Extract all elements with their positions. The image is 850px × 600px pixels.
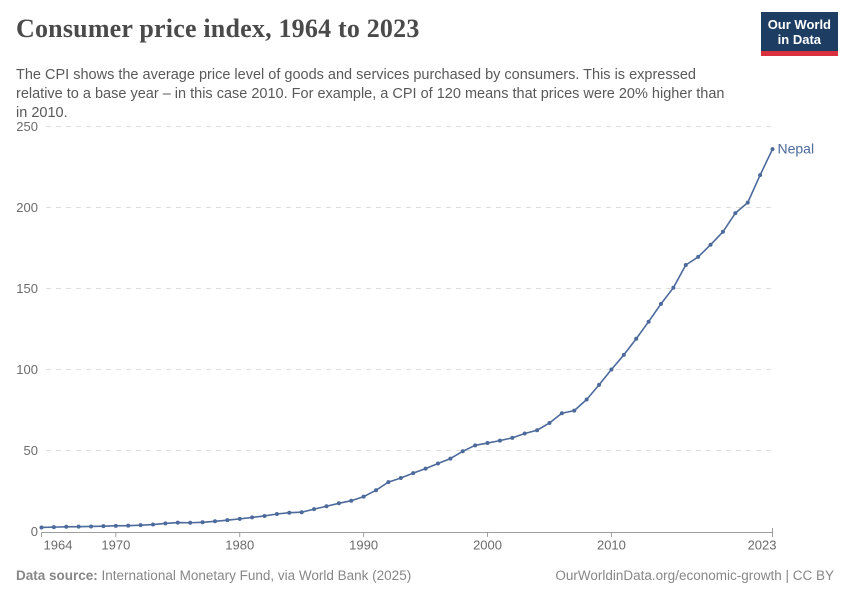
data-point-nepal-2018[interactable] bbox=[708, 242, 713, 247]
subtitle-line-1: The CPI shows the average price level of… bbox=[16, 67, 696, 83]
data-point-nepal-2011[interactable] bbox=[621, 352, 626, 357]
data-point-nepal-1976[interactable] bbox=[188, 520, 193, 525]
data-point-nepal-1995[interactable] bbox=[423, 466, 428, 471]
data-point-nepal-1965[interactable] bbox=[51, 525, 56, 530]
data-point-nepal-2002[interactable] bbox=[510, 435, 515, 440]
owid-logo-line2: in Data bbox=[777, 32, 822, 47]
data-point-nepal-1964[interactable] bbox=[39, 525, 44, 530]
x-axis-tick-1970: 1970 bbox=[101, 538, 130, 553]
y-axis-tick-200: 200 bbox=[16, 200, 38, 215]
data-point-nepal-2023[interactable] bbox=[770, 147, 775, 152]
y-axis-tick-0: 0 bbox=[31, 524, 38, 539]
series-line-nepal[interactable] bbox=[40, 148, 774, 529]
x-axis-tick-2010: 2010 bbox=[597, 538, 626, 553]
x-axis-tick-1980: 1980 bbox=[225, 538, 254, 553]
data-point-nepal-1971[interactable] bbox=[126, 523, 131, 528]
data-point-nepal-1991[interactable] bbox=[374, 488, 379, 493]
data-point-nepal-1972[interactable] bbox=[138, 523, 143, 528]
data-point-nepal-2010[interactable] bbox=[609, 367, 614, 372]
data-point-nepal-2004[interactable] bbox=[535, 428, 540, 433]
subtitle-line-2: relative to a base year – in this case 2… bbox=[16, 86, 725, 102]
y-axis-tick-150: 150 bbox=[16, 281, 38, 296]
data-point-nepal-2017[interactable] bbox=[696, 254, 701, 259]
data-point-nepal-1990[interactable] bbox=[361, 494, 366, 499]
data-point-nepal-2022[interactable] bbox=[758, 173, 763, 178]
y-axis-tick-50: 50 bbox=[24, 443, 38, 458]
data-point-nepal-1978[interactable] bbox=[212, 519, 217, 524]
data-point-nepal-1981[interactable] bbox=[250, 515, 255, 520]
data-point-nepal-1967[interactable] bbox=[76, 524, 81, 529]
data-point-nepal-2005[interactable] bbox=[547, 420, 552, 425]
chart-footer: Data source: International Monetary Fund… bbox=[16, 568, 834, 583]
data-point-nepal-2009[interactable] bbox=[597, 382, 602, 387]
data-point-nepal-1973[interactable] bbox=[151, 522, 156, 527]
owid-logo-line1: Our World bbox=[767, 17, 831, 32]
data-point-nepal-1980[interactable] bbox=[237, 516, 242, 521]
data-point-nepal-2007[interactable] bbox=[572, 408, 577, 413]
data-point-nepal-1985[interactable] bbox=[299, 510, 304, 515]
chart-subtitle: The CPI shows the average price level of… bbox=[16, 66, 724, 123]
data-point-nepal-1993[interactable] bbox=[398, 476, 403, 481]
data-point-nepal-1992[interactable] bbox=[386, 480, 391, 485]
data-point-nepal-1974[interactable] bbox=[163, 521, 168, 526]
data-point-nepal-1979[interactable] bbox=[225, 518, 230, 523]
data-point-nepal-2013[interactable] bbox=[646, 319, 651, 324]
y-axis-tick-100: 100 bbox=[16, 362, 38, 377]
x-axis-tick-1964: 1964 bbox=[44, 538, 73, 553]
data-point-nepal-1989[interactable] bbox=[349, 498, 354, 503]
data-source-label: Data source: bbox=[16, 568, 98, 583]
y-axis-tick-250: 250 bbox=[16, 119, 38, 134]
data-point-nepal-1982[interactable] bbox=[262, 513, 267, 518]
data-point-nepal-2014[interactable] bbox=[658, 301, 663, 306]
data-source-text: International Monetary Fund, via World B… bbox=[97, 568, 412, 583]
x-axis-tick-2023: 2023 bbox=[748, 538, 777, 553]
data-point-nepal-2012[interactable] bbox=[634, 336, 639, 341]
data-point-nepal-1987[interactable] bbox=[324, 504, 329, 509]
data-point-nepal-1969[interactable] bbox=[101, 524, 106, 529]
owid-logo: Our World in Data bbox=[760, 12, 838, 56]
data-point-nepal-1986[interactable] bbox=[312, 507, 317, 512]
data-point-nepal-2021[interactable] bbox=[745, 200, 750, 205]
data-point-nepal-1996[interactable] bbox=[435, 461, 440, 466]
data-point-nepal-2020[interactable] bbox=[733, 211, 738, 216]
data-point-nepal-2001[interactable] bbox=[497, 438, 502, 443]
data-point-nepal-1994[interactable] bbox=[411, 471, 416, 476]
data-point-nepal-2019[interactable] bbox=[720, 229, 725, 234]
data-point-nepal-1975[interactable] bbox=[175, 520, 180, 525]
data-point-nepal-2000[interactable] bbox=[485, 441, 490, 446]
data-point-nepal-2016[interactable] bbox=[683, 263, 688, 268]
series-label-nepal[interactable]: Nepal bbox=[778, 141, 815, 157]
data-point-nepal-1970[interactable] bbox=[113, 523, 118, 528]
data-point-nepal-1999[interactable] bbox=[473, 443, 478, 448]
x-axis-tick-1990: 1990 bbox=[349, 538, 378, 553]
data-point-nepal-1988[interactable] bbox=[336, 501, 341, 506]
data-point-nepal-1966[interactable] bbox=[64, 524, 69, 529]
data-point-nepal-1983[interactable] bbox=[274, 512, 279, 517]
page-title: Consumer price index, 1964 to 2023 bbox=[16, 14, 420, 43]
data-point-nepal-2003[interactable] bbox=[522, 431, 527, 436]
data-point-nepal-1998[interactable] bbox=[460, 449, 465, 454]
data-point-nepal-1968[interactable] bbox=[89, 524, 94, 529]
subtitle-line-3: in 2010. bbox=[16, 105, 68, 121]
data-point-nepal-2008[interactable] bbox=[584, 397, 589, 402]
data-source-note: Data source: International Monetary Fund… bbox=[16, 568, 411, 583]
data-point-nepal-1977[interactable] bbox=[200, 520, 205, 525]
data-point-nepal-2015[interactable] bbox=[671, 285, 676, 290]
data-point-nepal-1984[interactable] bbox=[287, 510, 292, 515]
x-axis-tick-2000: 2000 bbox=[473, 538, 502, 553]
data-point-nepal-2006[interactable] bbox=[559, 411, 564, 416]
data-point-nepal-1997[interactable] bbox=[448, 456, 453, 461]
license-note: OurWorldinData.org/economic-growth | CC … bbox=[555, 568, 834, 583]
